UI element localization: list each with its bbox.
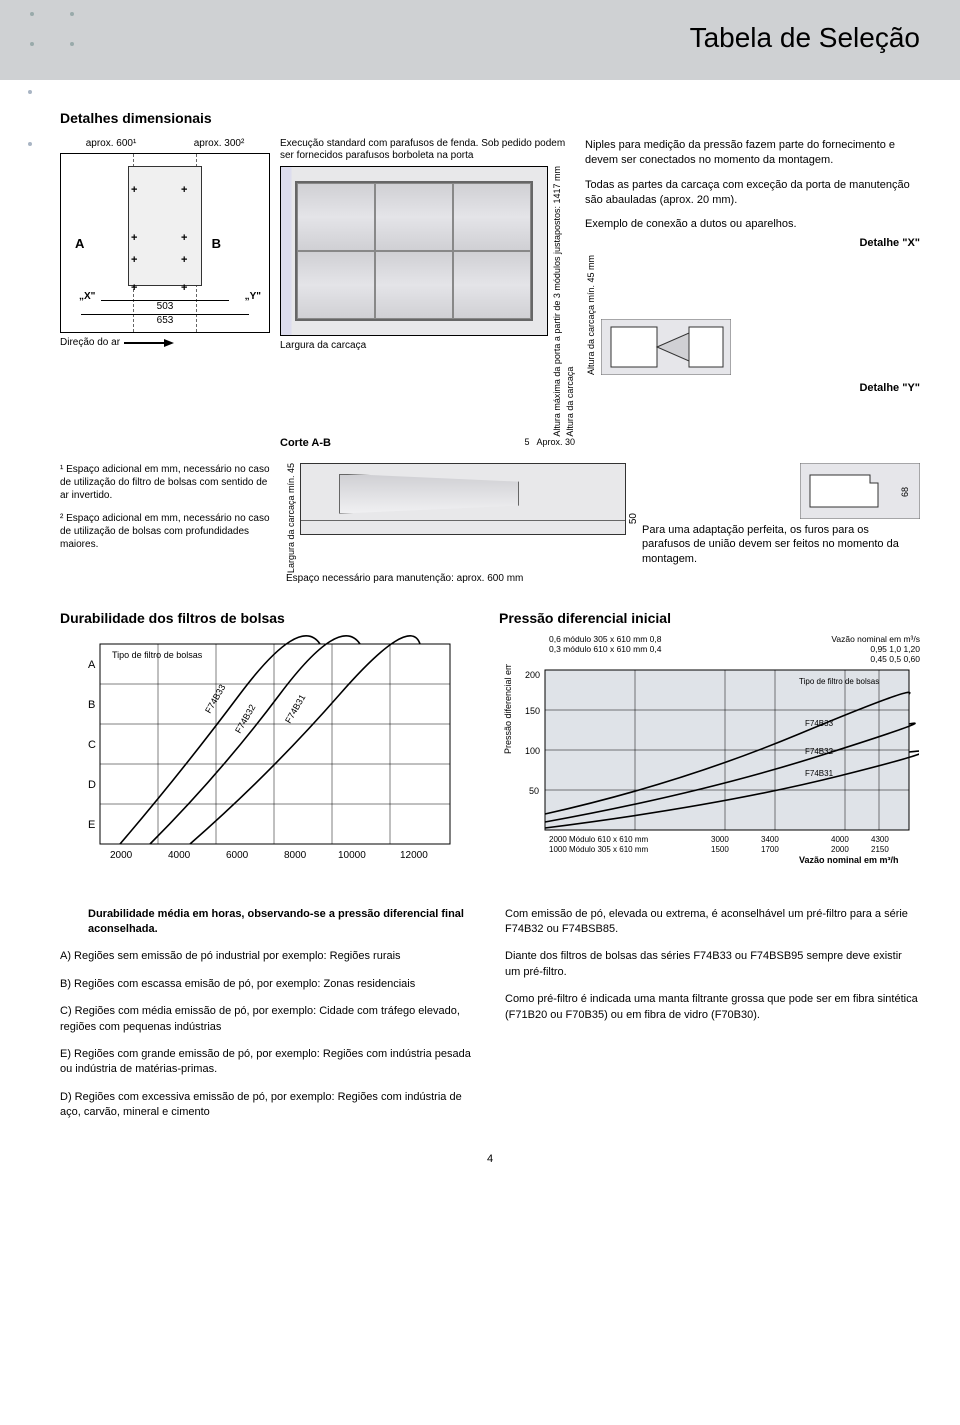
durability-svg: AB CD E Tipo de filtro de bolsas F74B33 … (60, 634, 470, 874)
legend-d: D) Regiões com excessiva emissão de pó, … (60, 1090, 475, 1121)
page-number: 4 (60, 1153, 920, 1165)
svg-text:10000: 10000 (338, 850, 366, 861)
svg-text:2000: 2000 (110, 850, 133, 861)
dim-653: 653 (81, 314, 249, 326)
svg-text:Pressão diferencial em Pa: Pressão diferencial em Pa (503, 664, 513, 754)
side-view-diagram: aprox. 600¹ aprox. 300² ++ ++ ++ ++ A B … (60, 138, 270, 449)
exec-note: Execução standard com parafusos de fenda… (280, 138, 575, 162)
rec-p2: Diante dos filtros de bolsas das séries … (505, 949, 920, 980)
svg-text:2000: 2000 (831, 845, 849, 854)
footnote-2: ² Espaço adicional em mm, necessário no … (60, 512, 270, 551)
dim-503: 503 (101, 300, 229, 312)
dim-50: 50 (628, 513, 639, 524)
adapt-note: Para uma adaptação perfeita, os furos pa… (642, 519, 920, 568)
svg-text:Tipo de filtro de bolsas: Tipo de filtro de bolsas (799, 677, 879, 686)
dim-600: aprox. 600¹ (60, 138, 162, 149)
rec-p1: Com emissão de pó, elevada ou extrema, é… (505, 907, 920, 938)
svg-text:F74B32: F74B32 (805, 747, 834, 756)
svg-text:200: 200 (525, 670, 540, 680)
dim-5: 5 (524, 437, 529, 447)
abauladas-note: Todas as partes da carcaça com exceção d… (585, 178, 920, 208)
svg-text:12000: 12000 (400, 850, 428, 861)
altura-min-label: Altura da carcaça mín. 45 mm (585, 255, 597, 375)
svg-text:4000: 4000 (168, 850, 191, 861)
svg-text:2150: 2150 (871, 845, 889, 854)
footnote-1: ¹ Espaço adicional em mm, necessário no … (60, 463, 270, 502)
top-legend-r2: 0,45 0,5 0,60 (831, 654, 920, 664)
dimensional-row: aprox. 600¹ aprox. 300² ++ ++ ++ ++ A B … (60, 138, 920, 449)
svg-text:B: B (88, 699, 95, 711)
detail-x-svg (601, 319, 731, 375)
svg-text:Tipo de filtro de bolsas: Tipo de filtro de bolsas (112, 650, 203, 660)
detalhe-x-title: Detalhe "X" (585, 236, 920, 251)
svg-text:Vazão nominal em m³/h: Vazão nominal em m³/h (799, 855, 899, 864)
maintenance-diagram: Largura da carcaça mín. 45 50 Espaço nec… (286, 463, 626, 584)
right-notes: Niples para medição da pressão fazem par… (585, 138, 920, 449)
airflow-label: Direção do ar (60, 337, 120, 348)
svg-text:1700: 1700 (761, 845, 779, 854)
label-a: A (75, 236, 84, 251)
altura-carcaca-label: Altura da carcaça (565, 166, 575, 437)
top-legend-rt: Vazão nominal em m³/s (831, 634, 920, 644)
side-dot (28, 142, 32, 146)
x-caption: Durabilidade média em horas, observando-… (60, 907, 475, 938)
pressure-chart: Pressão diferencial inicial 0,6 módulo 3… (499, 610, 920, 877)
page-title: Tabela de Seleção (690, 22, 920, 54)
header-band: Tabela de Seleção (0, 0, 960, 80)
altura-max-label: Altura máxima da porta a partir de 3 mód… (552, 166, 562, 437)
svg-text:4300: 4300 (871, 835, 889, 844)
front-view-diagram: Execução standard com parafusos de fenda… (280, 138, 575, 449)
durability-chart: Durabilidade dos filtros de bolsas A B C D… (60, 610, 481, 877)
svg-text:4000: 4000 (831, 835, 849, 844)
pressure-svg: Pressão diferencial em Pa 50 100 150 200 F7… (499, 664, 919, 864)
durability-title: Durabilidade dos filtros de bolsas (60, 610, 481, 626)
maint-note: Espaço necessário para manutenção: aprox… (286, 573, 626, 584)
label-b: B (212, 236, 221, 251)
svg-text:F74B31: F74B31 (805, 769, 834, 778)
top-legend-r1: 0,95 1,0 1,20 (831, 644, 920, 654)
top-legend-l1: 0,6 módulo 305 x 610 mm 0,8 (549, 634, 661, 644)
mid-row: ¹ Espaço adicional em mm, necessário no … (60, 463, 920, 584)
svg-text:1500: 1500 (711, 845, 729, 854)
pressure-title: Pressão diferencial inicial (499, 610, 920, 626)
svg-text:68: 68 (900, 487, 910, 497)
largura-min-label: Largura da carcaça mín. 45 (286, 463, 296, 573)
rec-p3: Como pré-filtro é indicada uma manta fil… (505, 992, 920, 1023)
niples-note: Niples para medição da pressão fazem par… (585, 138, 920, 168)
svg-text:3000: 3000 (711, 835, 729, 844)
charts-row: Durabilidade dos filtros de bolsas A B C D… (60, 610, 920, 877)
top-legend-l2: 0,3 módulo 610 x 610 mm 0,4 (549, 644, 661, 654)
svg-text:50: 50 (529, 786, 539, 796)
svg-text:D: D (88, 779, 96, 791)
side-dot (28, 90, 32, 94)
svg-text:2000 Módulo 610 x 610 mm: 2000 Módulo 610 x 610 mm (549, 835, 649, 844)
decorative-dots (30, 12, 110, 72)
svg-text:8000: 8000 (284, 850, 307, 861)
svg-text:150: 150 (525, 706, 540, 716)
detail-y-svg: 68 (800, 463, 920, 519)
svg-text:100: 100 (525, 746, 540, 756)
legend-e: E) Regiões com grande emissão de pó, por… (60, 1047, 475, 1078)
svg-text:F74B33: F74B33 (805, 719, 834, 728)
svg-text:6000: 6000 (226, 850, 249, 861)
aprox-30: Aprox. 30 (536, 437, 575, 447)
detalhe-y-title: Detalhe "Y" (585, 381, 920, 396)
largura-label: Largura da carcaça (280, 340, 548, 351)
conexao-note: Exemplo de conexão a dutos ou aparelhos. (585, 217, 920, 232)
corte-label: Corte A-B (280, 437, 331, 449)
section-title: Detalhes dimensionais (60, 110, 920, 126)
legend-col: Durabilidade média em horas, observando-… (60, 907, 475, 1133)
legend-a: A) Regiões sem emissão de pó industrial … (60, 949, 475, 964)
svg-text:1000 Módulo 305 x 610 mm: 1000 Módulo 305 x 610 mm (549, 845, 649, 854)
bottom-row: Durabilidade média em horas, observando-… (60, 907, 920, 1133)
dim-300: aprox. 300² (168, 138, 270, 149)
recommend-col: Com emissão de pó, elevada ou extrema, é… (505, 907, 920, 1133)
legend-b: B) Regiões com escassa emisão de pó, por… (60, 977, 475, 992)
svg-text:E: E (88, 819, 95, 831)
svg-text:A: A (88, 659, 96, 671)
arrow-icon (124, 338, 174, 348)
svg-text:3400: 3400 (761, 835, 779, 844)
svg-text:C: C (88, 739, 96, 751)
legend-c: C) Regiões com média emissão de pó, por … (60, 1004, 475, 1035)
